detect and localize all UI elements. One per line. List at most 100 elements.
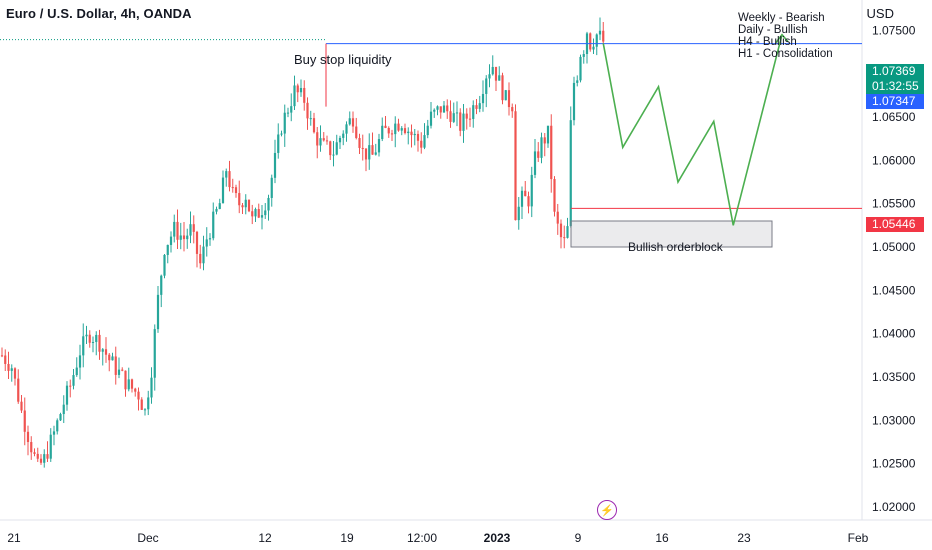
candle-body — [384, 125, 387, 128]
candle-body — [205, 239, 208, 247]
candle-body — [530, 174, 533, 207]
candle-body — [472, 105, 475, 119]
candle-body — [241, 205, 244, 208]
candle-body — [17, 378, 20, 402]
red-line-tag: 1.05446 — [866, 217, 924, 232]
candle-body — [309, 118, 312, 120]
y-tick-label: 1.04000 — [872, 327, 916, 341]
y-tick-label: 1.02000 — [872, 500, 916, 514]
candle-body — [507, 90, 511, 108]
candle-body — [10, 368, 13, 371]
candle-body — [238, 193, 241, 206]
candle-body — [436, 106, 439, 110]
candle-body — [91, 341, 95, 343]
candle-body — [410, 131, 413, 136]
y-tick-label: 1.03500 — [872, 370, 916, 384]
candle-body — [602, 30, 605, 42]
currency-label: USD — [866, 6, 894, 21]
candle-body — [36, 453, 39, 459]
candle-body — [186, 235, 189, 240]
candle-body — [143, 409, 147, 411]
y-tick-label: 1.07500 — [872, 23, 916, 37]
candle-body — [192, 224, 195, 232]
candle-body — [43, 454, 46, 463]
x-tick-label: 12:00 — [407, 531, 437, 545]
candle-body — [595, 34, 598, 47]
candle-body — [199, 253, 202, 264]
candle-body — [179, 235, 182, 240]
candle-body — [351, 118, 355, 127]
candle-body — [514, 111, 517, 221]
candle-body — [147, 397, 150, 410]
candle-body — [546, 125, 550, 144]
candle-body — [423, 135, 426, 148]
candle-body — [364, 148, 368, 160]
x-tick-label: 19 — [340, 531, 354, 545]
candle-body — [579, 56, 582, 81]
candle-body — [280, 133, 283, 135]
candle-body — [0, 355, 4, 357]
candle-body — [348, 118, 351, 125]
candle-body — [533, 151, 537, 175]
candle-body — [114, 356, 117, 375]
candle-body — [127, 379, 130, 390]
candle-body — [355, 126, 358, 139]
candle-body — [260, 215, 264, 218]
candle-body — [124, 370, 127, 390]
note-daily: Daily - Bullish — [738, 24, 808, 36]
lightning-icon[interactable]: ⚡ — [597, 500, 617, 520]
candle-body — [169, 236, 173, 245]
candle-body — [251, 211, 254, 217]
candle-body — [30, 442, 33, 453]
candle-body — [98, 334, 101, 352]
candle-body — [231, 187, 234, 189]
candle-body — [550, 125, 553, 180]
candle-body — [244, 199, 247, 208]
bullish-orderblock-box — [570, 220, 773, 248]
projection-path — [602, 34, 783, 226]
candle-body — [368, 145, 371, 160]
candle-body — [403, 128, 407, 134]
candle-body — [374, 152, 377, 155]
buy-stop-liquidity-label: Buy stop liquidity — [294, 52, 392, 67]
x-tick-label: 12 — [258, 531, 272, 545]
candle-body — [462, 113, 465, 131]
y-tick-label: 1.04500 — [872, 283, 916, 297]
candle-body — [524, 190, 527, 197]
candle-body — [556, 211, 559, 224]
candle-body — [20, 401, 23, 411]
y-tick-label: 1.02500 — [872, 457, 916, 471]
candle-body — [108, 354, 111, 361]
candle-body — [439, 106, 442, 113]
chart-title: Euro / U.S. Dollar, 4h, OANDA — [6, 6, 192, 21]
candle-body — [267, 197, 270, 211]
x-tick-label: 9 — [575, 531, 582, 545]
candle-body — [517, 206, 520, 221]
candle-body — [537, 151, 540, 158]
candle-body — [49, 434, 52, 459]
candle-body — [176, 221, 179, 240]
note-h4: H4 - Bullish — [738, 36, 797, 48]
candle-body — [218, 203, 221, 209]
candle-body — [332, 154, 335, 156]
candle-body — [134, 388, 137, 392]
candle-body — [215, 208, 218, 212]
candle-body — [78, 355, 82, 368]
candle-body — [62, 404, 65, 415]
candle-body — [316, 132, 319, 146]
candle-body — [416, 133, 420, 141]
candle-body — [329, 141, 332, 156]
candle-body — [173, 221, 176, 237]
candle-body — [117, 369, 121, 375]
candle-body — [56, 420, 59, 432]
candle-body — [23, 410, 26, 432]
candle-body — [182, 235, 186, 240]
x-tick-label: Feb — [848, 531, 869, 545]
candle-body — [150, 377, 153, 398]
x-tick-label: 21 — [7, 531, 21, 545]
candle-body — [511, 107, 514, 112]
candle-body — [592, 46, 595, 50]
candle-body — [429, 111, 433, 126]
candle-body — [7, 363, 10, 371]
